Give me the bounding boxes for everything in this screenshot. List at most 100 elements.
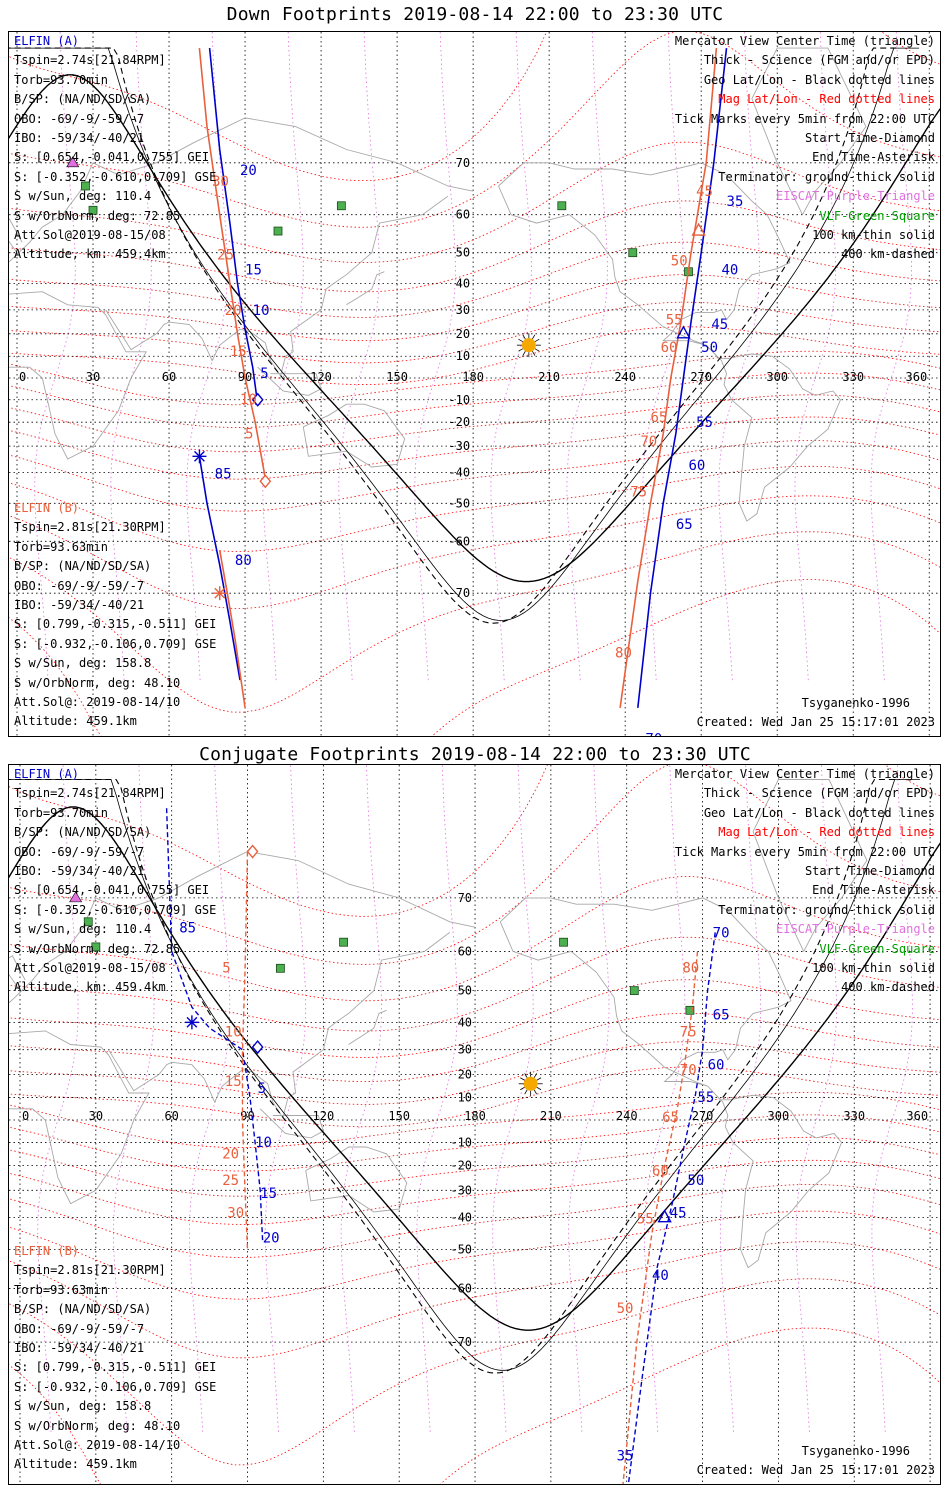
sun-ray xyxy=(536,1086,542,1091)
mag-latitude-line xyxy=(9,495,940,609)
elfin-a-info: ELFIN (A) Tspin=2.74s[21.84RPM] Torb=93.7… xyxy=(14,765,216,998)
mag-latitude-line xyxy=(9,1327,940,1484)
lon-tick-label: 360 xyxy=(906,370,928,384)
terminator xyxy=(9,778,940,1374)
legend-item: 400 km-dashed xyxy=(841,980,935,995)
terminator-100km-line xyxy=(9,779,920,1371)
legend-item: Thick - Science (FGM and/or EPD) xyxy=(703,786,935,801)
elfin-a-info-line: S w/OrbNorm, deg: 72.85 xyxy=(14,208,181,223)
lon-tick-label: 180 xyxy=(464,1109,486,1123)
lon-tick-label: 0 xyxy=(22,1109,29,1123)
mag-longitude-line xyxy=(718,32,760,681)
geo-grid xyxy=(9,765,940,1484)
vlf-square-icon xyxy=(88,205,98,215)
elfin-a-tick-label: 65 xyxy=(713,1007,730,1023)
elfin-a-track xyxy=(627,932,716,1484)
coastline xyxy=(108,932,451,1119)
elfin-b-tick-label: 65 xyxy=(662,1110,679,1126)
elfin-b-tick-label: 20 xyxy=(222,1147,239,1163)
elfin-a-tick-label: 50 xyxy=(687,1173,704,1189)
center-triangle-icon xyxy=(657,1209,672,1223)
elfin-a-info-line: S: [0.654,-0.041,0.755] GEI xyxy=(14,883,210,898)
end-asterisk-icon xyxy=(192,449,207,464)
elfin-b-tick-label: 60 xyxy=(661,340,678,356)
lat-tick-label: -60 xyxy=(448,534,470,548)
lat-tick-label: 10 xyxy=(456,349,470,363)
lat-tick-label: -40 xyxy=(450,1211,472,1225)
elfin-a-info-line: OBO: -69/-9/-59/-7 xyxy=(14,844,145,859)
elfin-a-tick-label: 55 xyxy=(698,1090,715,1106)
mag-longitude-line xyxy=(110,32,152,681)
sun-ray xyxy=(522,334,526,340)
elfin-b-tick-label: 50 xyxy=(671,254,688,270)
elfin-a-tick-label: 65 xyxy=(676,517,693,533)
elfin-a-label: ELFIN (A) xyxy=(14,767,80,781)
coastline xyxy=(9,117,474,263)
elfin-a-info-line: Tspin=2.74s[21.84RPM] xyxy=(14,53,166,68)
elfin-b-tick-label: 10 xyxy=(225,1024,242,1040)
legend-item: EISCAT-Purple-Triangle xyxy=(776,189,935,204)
sun-icon xyxy=(518,1071,543,1096)
elfin-a-tick-label: 70 xyxy=(645,732,662,737)
legend-item: Mag Lat/Lon - Red dotted lines xyxy=(718,92,935,107)
coastline xyxy=(257,366,322,396)
coastline xyxy=(499,897,843,1269)
sun-ray xyxy=(522,351,526,356)
lon-tick-label: 150 xyxy=(388,1109,410,1123)
elfin-b-tick-label: 55 xyxy=(637,1212,654,1228)
elfin-a-tick-label: 45 xyxy=(670,1206,687,1222)
legend-item: EISCAT-Purple-Triangle xyxy=(776,922,935,937)
center-triangle-icon xyxy=(691,222,706,236)
elfin-a-track xyxy=(198,456,241,681)
elfin-b-tick-label: 30 xyxy=(227,1206,244,1222)
lat-tick-label: 70 xyxy=(456,156,470,170)
elfin-a-info-line: B/SP: (NA/ND/SD/SA) xyxy=(14,825,152,840)
lon-tick-label: 270 xyxy=(690,370,712,384)
mag-latitude-line xyxy=(9,1241,940,1359)
elfin-a-info-line: Tspin=2.74s[21.84RPM] xyxy=(14,786,166,801)
elfin-b-track xyxy=(218,550,246,709)
created-label: Created: Wed Jan 25 15:17:01 2023 xyxy=(696,715,935,729)
map-frame: 0 30 60 90 120 150 180 210 240 270 300 330 360 70 60 50… xyxy=(8,764,941,1485)
elfin-a-tick-label: 45 xyxy=(711,317,728,333)
mag-longitude-line xyxy=(262,32,304,681)
elfin-b-tick-label: 75 xyxy=(680,1024,697,1040)
lat-tick-label: 10 xyxy=(458,1091,472,1105)
lon-tick-label: 30 xyxy=(86,370,100,384)
mag-longitude-line xyxy=(414,32,456,681)
elfin-b-info-line: B/SP: (NA/ND/SD/SA) xyxy=(14,1302,152,1317)
sun-ray xyxy=(533,1073,538,1078)
elfin-a-tick-label: 70 xyxy=(713,925,730,941)
mag-longitude-line xyxy=(870,32,912,681)
lon-tick-label: 300 xyxy=(768,1109,790,1123)
lon-tick-label: 210 xyxy=(540,1109,562,1123)
elfin-b-label: ELFIN (B) xyxy=(14,501,80,515)
legend-item: Geo Lat/Lon - Black dotted lines xyxy=(703,805,935,820)
mercator-map: 0 30 60 90 120 150 180 210 240 270 300 330 360706050… xyxy=(9,765,940,1484)
vlf-square-icon xyxy=(275,963,285,973)
sun-ray xyxy=(534,348,540,352)
elfin-b-tick-label: 65 xyxy=(651,410,668,426)
elfin-a-info-line: Att.Sol@2019-08-15/08 xyxy=(14,961,166,976)
legend: Mercator View Center Time (triangle) Thic… xyxy=(675,765,935,998)
coastline xyxy=(9,851,476,1004)
mercator-map: 0 30 60 90 120 150 180 210 240 270 300 330 360706050… xyxy=(9,32,940,737)
sun-ray xyxy=(532,351,536,356)
axis-labels: 0 30 60 90 120 150 180 210 240 270 300 330 360706050… xyxy=(22,891,928,1349)
elfin-a-tick-label: 50 xyxy=(701,340,718,356)
elfin-b-tick-label: 25 xyxy=(217,247,234,263)
coastlines xyxy=(9,47,867,522)
lon-tick-label: 0 xyxy=(19,370,26,384)
elfin-a-tick-label: 5 xyxy=(260,366,268,382)
mag-latitude-line xyxy=(9,200,940,293)
mag-longitude-line xyxy=(340,765,382,1432)
elfin-b-tick-label: 30 xyxy=(212,174,229,190)
legend-item: Mag Lat/Lon - Red dotted lines xyxy=(718,825,935,840)
lon-tick-label: 150 xyxy=(386,370,408,384)
sun-ray xyxy=(532,334,536,340)
elfin-a-tick-label: 40 xyxy=(652,1268,669,1284)
mag-latitude-line xyxy=(9,372,940,428)
coastline xyxy=(752,779,868,952)
lat-tick-label: -70 xyxy=(450,1335,472,1349)
asterisk-stroke xyxy=(194,450,205,462)
